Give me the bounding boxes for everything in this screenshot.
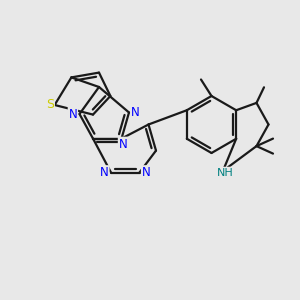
Text: S: S — [46, 98, 54, 112]
Text: N: N — [131, 106, 140, 119]
Text: N: N — [142, 166, 151, 179]
Text: N: N — [100, 166, 109, 179]
Text: N: N — [118, 137, 127, 151]
Text: N: N — [68, 107, 77, 121]
Text: NH: NH — [217, 167, 234, 178]
